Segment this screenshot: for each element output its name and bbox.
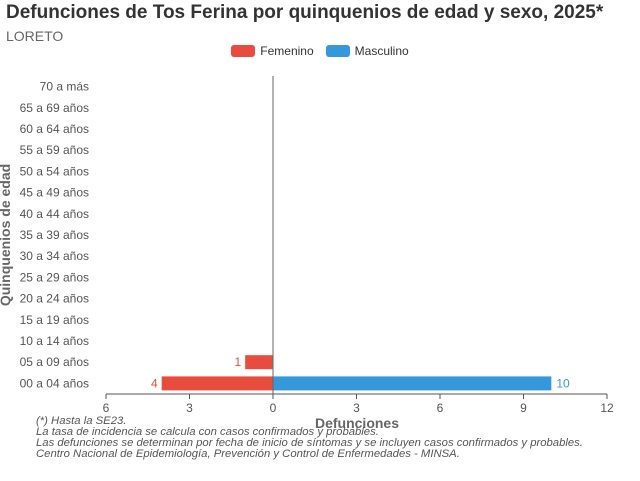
chart-legend: Femenino Masculino: [0, 44, 640, 58]
y-tick-label-70-a-mas: 70 a más: [40, 80, 89, 94]
axes-layer: [105, 76, 608, 399]
footnote-incidence: La tasa de incidencia se calcula con cas…: [36, 426, 379, 438]
legend-item-masculino[interactable]: Masculino: [325, 44, 409, 58]
chart-subtitle: LORETO: [6, 28, 64, 44]
legend-swatch-masculino: [325, 45, 350, 57]
legend-swatch-femenino: [231, 45, 256, 57]
y-tick-label-20-a-24-anos: 20 a 24 años: [20, 292, 89, 306]
y-tick-label-30-a-34-anos: 30 a 34 años: [20, 249, 89, 263]
x-tick-label: 6: [437, 401, 444, 415]
x-tick-label: 3: [186, 401, 193, 415]
y-tick-label-60-a-64-anos: 60 a 64 años: [20, 122, 89, 136]
y-tick-label-15-a-19-anos: 15 a 19 años: [20, 313, 89, 327]
footnotes: (*) Hasta la SE23. La tasa de incidencia…: [36, 415, 631, 460]
x-tick-label: 12: [600, 401, 614, 415]
legend-item-femenino[interactable]: Femenino: [231, 44, 314, 58]
data-label-femenino-05-a-09-anos: 1: [234, 355, 241, 369]
y-tick-label-10-a-14-anos: 10 a 14 años: [20, 334, 89, 348]
data-labels: 1 4 10: [151, 355, 570, 390]
x-axis-label: Defunciones: [315, 415, 399, 431]
y-tick-label-25-a-29-anos: 25 a 29 años: [20, 270, 89, 284]
y-tick-label-45-a-49-anos: 45 a 49 años: [20, 186, 89, 200]
y-tick-labels: 70 a más 65 a 69 años 60 a 64 años 55 a 59 …: [20, 80, 89, 391]
data-label-femenino-00-a-04-anos: 4: [151, 376, 158, 390]
footnote-source: Centro Nacional de Epidemiología, Preven…: [36, 448, 460, 460]
y-tick-label-35-a-39-anos: 35 a 39 años: [20, 228, 89, 242]
footnote-date: (*) Hasta la SE23.: [36, 415, 127, 427]
footnote-deaths: Las defunciones se determinan por fecha …: [36, 437, 583, 449]
legend-label-femenino: Femenino: [260, 44, 314, 58]
x-tick-label: 3: [353, 401, 360, 415]
y-tick-label-00-a-04-anos: 00 a 04 años: [20, 376, 89, 390]
data-label-masculino-00-a-04-anos: 10: [556, 376, 570, 390]
legend-label-masculino: Masculino: [354, 44, 409, 58]
x-tick-label: 0: [270, 401, 277, 415]
bar-femenino-05-a-09-anos[interactable]: [245, 355, 273, 370]
y-tick-label-05-a-09-anos: 05 a 09 años: [20, 355, 89, 369]
y-tick-label-50-a-54-anos: 50 a 54 años: [20, 164, 89, 178]
y-tick-label-55-a-59-anos: 55 a 59 años: [20, 143, 89, 157]
y-tick-label-65-a-69-anos: 65 a 69 años: [20, 101, 89, 115]
y-axis-label: Quinquenios de edad: [0, 164, 13, 306]
bar-femenino-00-a-04-anos[interactable]: [161, 376, 273, 391]
x-tick-labels: 6 3 0 3 6 9 12: [103, 401, 614, 415]
bar-masculino-00-a-04-anos[interactable]: [273, 376, 552, 391]
x-tick-label: 6: [103, 401, 110, 415]
bars-layer: [161, 355, 552, 391]
chart-title: Defunciones de Tos Ferina por quinquenio…: [6, 2, 604, 23]
x-tick-label: 9: [520, 401, 527, 415]
y-tick-label-40-a-44-anos: 40 a 44 años: [20, 207, 89, 221]
